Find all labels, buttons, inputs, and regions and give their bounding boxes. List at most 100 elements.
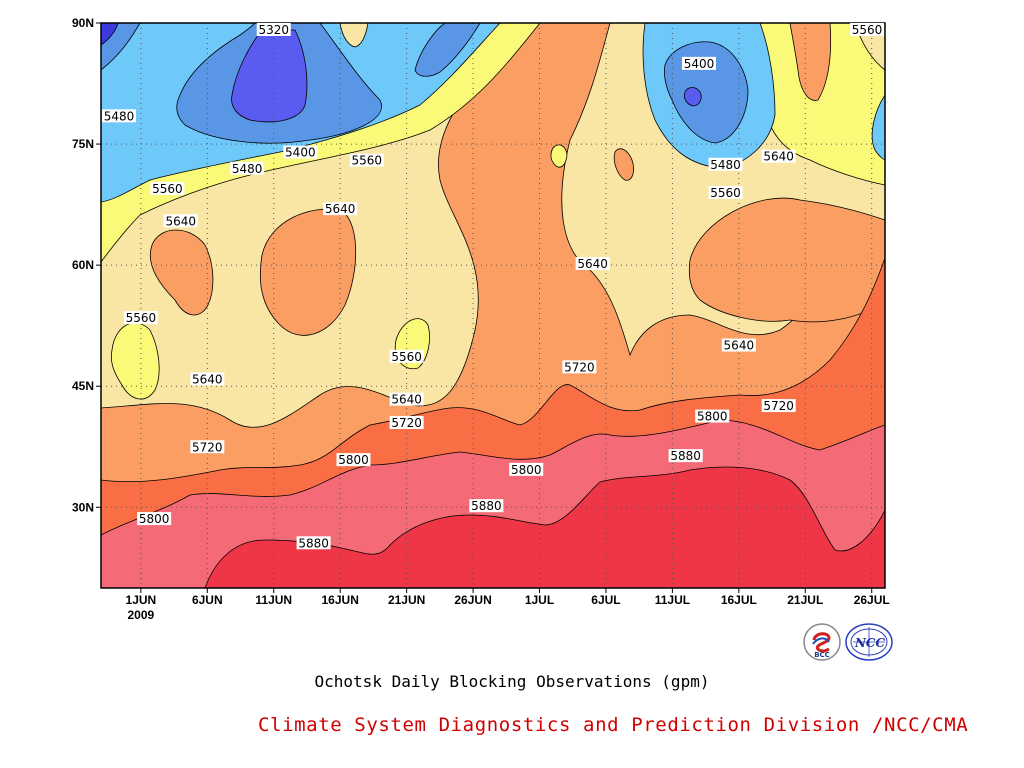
contour-label-text: 5800	[338, 453, 369, 467]
x-year-label: 2009	[128, 608, 155, 622]
contour-label: 5560	[708, 186, 743, 200]
contour-label-bg	[695, 409, 730, 423]
x-tick-label: 21JUL	[787, 593, 823, 607]
ncc-logo: NCC	[845, 623, 893, 661]
contour-band-5400-top	[414, 23, 481, 77]
contour-label-text: 5400	[285, 146, 316, 160]
y-tick-label: 45N	[72, 379, 94, 393]
contour-label-text: 5880	[298, 536, 329, 550]
chart-title: Ochotsk Daily Blocking Observations (gpm…	[314, 672, 710, 691]
contour-label: 5800	[509, 462, 544, 477]
credit-text: Climate System Diagnostics and Predictio…	[258, 714, 969, 736]
contour-label: 5320	[256, 23, 291, 37]
contour-label: 5560	[389, 349, 424, 364]
x-tick-label: 1JUN	[126, 593, 157, 607]
x-tick-label: 1JUL	[525, 593, 554, 607]
contour-label-bg	[509, 462, 544, 476]
contour-label: 5640	[323, 202, 358, 216]
contour-label-bg	[230, 161, 265, 175]
contour-label-text: 5800	[139, 512, 170, 526]
x-tick-label: 6JUN	[192, 593, 223, 607]
contour-label-text: 5560	[152, 182, 183, 196]
contour-labels: 5320 5400 5480 5400 5480 5560 5480 5640 5560 5560…	[102, 23, 884, 550]
contour-band-5720-topright	[789, 23, 832, 101]
contour-label-text: 5800	[511, 463, 542, 477]
contour-label: 5560	[850, 23, 884, 37]
contour-label-bg	[469, 499, 504, 513]
contour-label-bg	[668, 449, 703, 463]
contour-label-bg	[190, 440, 225, 454]
contour-label: 5800	[137, 512, 172, 526]
contour-label-bg	[708, 157, 743, 171]
contour-label-text: 5400	[684, 57, 715, 71]
y-tick-label: 30N	[72, 500, 94, 514]
contour-label: 5640	[163, 214, 198, 228]
contour-label: 5480	[708, 157, 743, 172]
contour-label-bg	[562, 360, 597, 374]
contour-label-text: 5720	[564, 360, 595, 374]
y-tick-label: 60N	[72, 258, 94, 272]
contour-label: 5880	[668, 449, 703, 463]
x-tick-label: 16JUL	[721, 593, 757, 607]
contour-label: 5880	[469, 499, 504, 513]
x-tick-label: 16JUN	[322, 593, 359, 607]
contour-label-text: 5480	[710, 158, 741, 172]
contour-label-text: 5640	[391, 393, 422, 407]
x-axis: 1JUN 6JUN 11JUN 16JUN 21JUN 26JUN 1JUL 6JUL 11JU…	[126, 588, 890, 622]
contour-label: 5880	[296, 536, 331, 550]
contour-band-5320	[231, 29, 308, 123]
contour-label-bg	[102, 109, 136, 123]
y-axis: 30N 45N 60N 75N 90N	[72, 16, 101, 514]
contour-label-bg	[850, 23, 884, 36]
contour-label: 5640	[190, 372, 225, 386]
contour-label-text: 5480	[232, 162, 263, 176]
contour-label-bg	[150, 181, 185, 195]
contour-label: 5640	[389, 392, 424, 407]
contour-label-text: 5720	[391, 416, 422, 430]
contour-label-text: 5560	[710, 186, 741, 200]
contour-label-bg	[323, 202, 358, 216]
contour-band-5640-top	[339, 23, 369, 48]
contour-label: 5480	[230, 161, 265, 176]
contour-label-bg	[190, 372, 225, 386]
contour-label-bg	[137, 512, 172, 526]
contour-label: 5400	[681, 57, 716, 71]
contour-band-5720-blob	[259, 208, 357, 336]
contour-label: 5640	[721, 338, 756, 353]
contour-label-bg	[163, 214, 198, 228]
contour-label-text: 5560	[126, 311, 157, 325]
contour-label-bg	[256, 23, 291, 36]
contour-label-text: 5560	[351, 154, 382, 168]
contour-label-bg	[761, 399, 796, 413]
contour-label: 5720	[562, 360, 597, 374]
contour-label-text: 5640	[192, 372, 223, 386]
contour-label-bg	[575, 257, 610, 271]
x-tick-label: 11JUL	[655, 593, 690, 607]
contour-label-bg	[123, 311, 158, 325]
contour-label-text: 5640	[165, 214, 196, 228]
contour-label-text: 5880	[471, 499, 502, 513]
contour-label-text: 5880	[670, 449, 701, 463]
x-tick-label: 26JUL	[854, 593, 890, 607]
contour-label-text: 5560	[852, 23, 883, 37]
contour-label-bg	[761, 149, 796, 163]
contour-label-text: 5320	[258, 23, 289, 37]
contour-label-text: 5640	[577, 257, 608, 271]
contour-label-bg	[349, 153, 384, 167]
bcc-logo-text: BCC	[814, 651, 830, 659]
x-tick-label: 6JUL	[591, 593, 620, 607]
contour-label: 5480	[102, 109, 136, 123]
contour-label-bg	[721, 338, 756, 352]
contour-band-5720-blob	[613, 148, 634, 181]
contour-label: 5640	[761, 149, 796, 164]
contour-label: 5640	[575, 257, 610, 271]
contour-label-text: 5640	[763, 150, 794, 164]
contour-label: 5720	[190, 440, 225, 454]
contour-label: 5800	[695, 409, 730, 424]
y-tick-label: 90N	[72, 16, 94, 30]
contour-label-text: 5480	[104, 109, 135, 123]
contour-label-bg	[283, 145, 318, 159]
contour-label-text: 5640	[724, 339, 755, 353]
contour-label: 5560	[123, 311, 158, 325]
contour-label: 5720	[761, 399, 796, 413]
